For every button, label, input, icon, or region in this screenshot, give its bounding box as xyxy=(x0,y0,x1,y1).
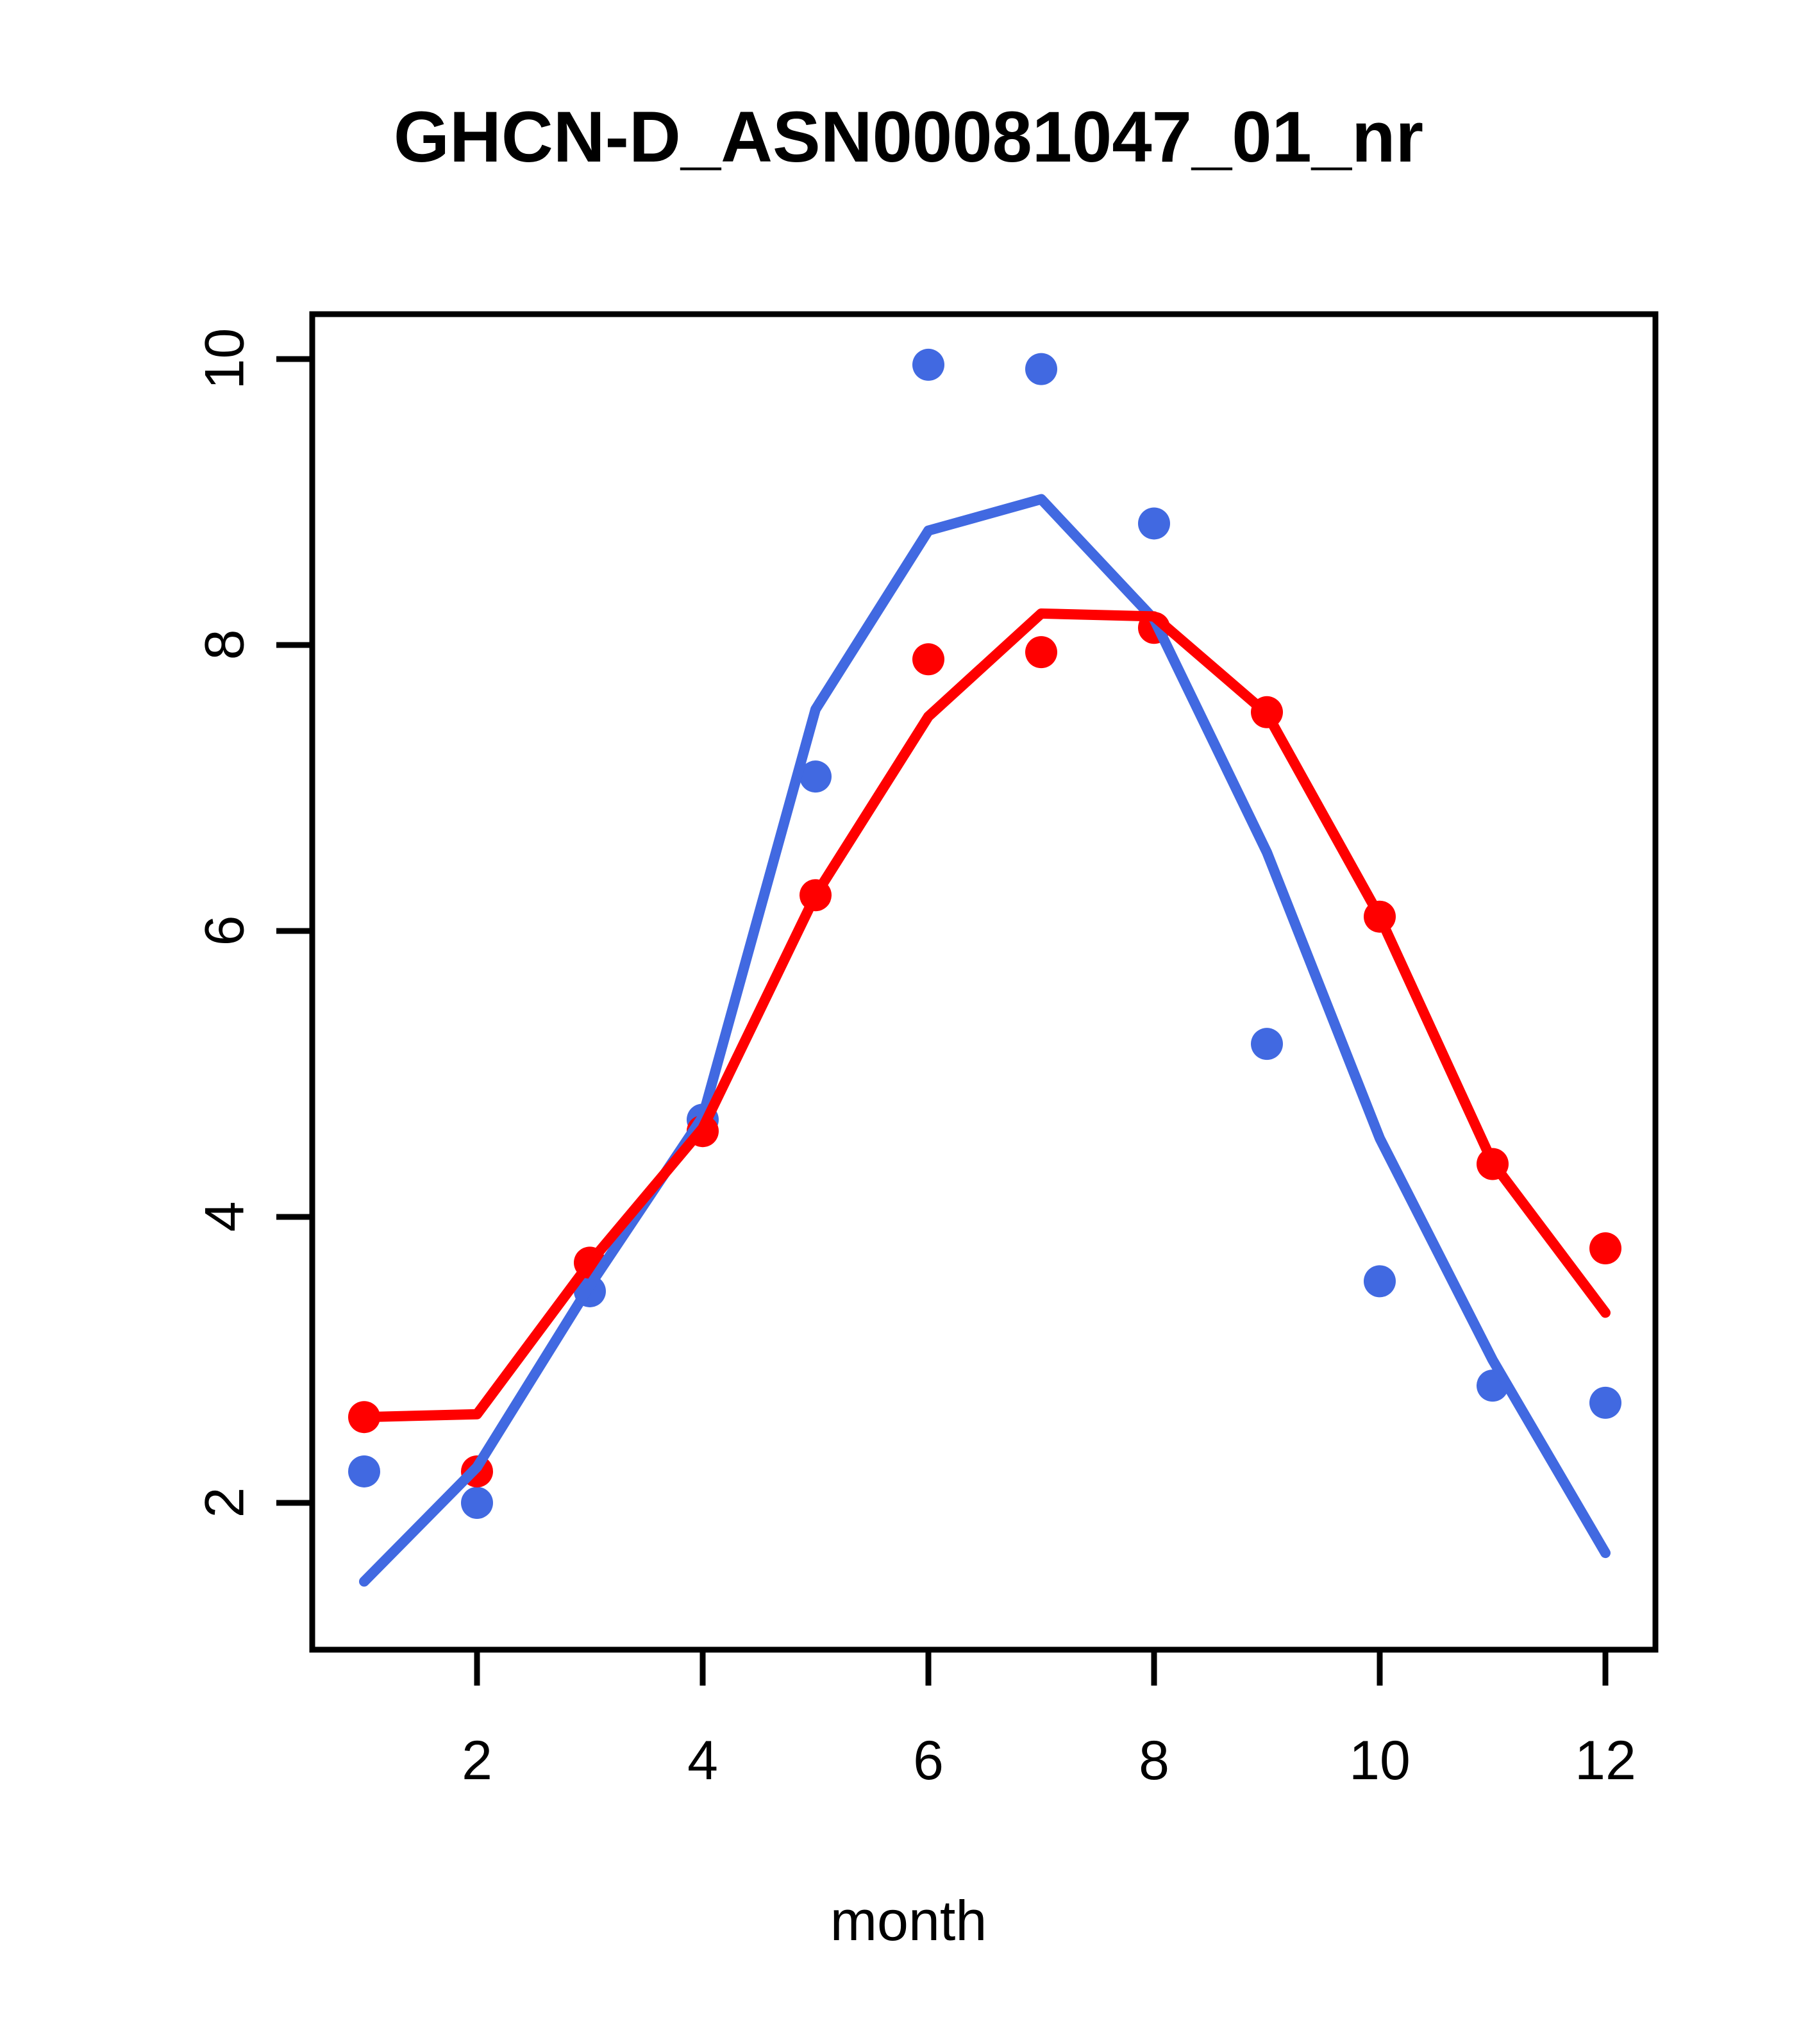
y-tick-label: 6 xyxy=(194,915,256,946)
axis-layer xyxy=(276,311,1659,1686)
x-tick-label: 6 xyxy=(913,1730,944,1791)
data-point xyxy=(1589,1232,1621,1265)
x-axis-label: month xyxy=(830,1889,987,1952)
data-point xyxy=(1025,353,1057,385)
x-tick-label: 4 xyxy=(687,1730,718,1791)
y-tick-label: 10 xyxy=(194,328,256,390)
series-line-FF0000 xyxy=(359,608,1611,1423)
y-tick-label: 2 xyxy=(194,1487,256,1518)
y-tick-label: 4 xyxy=(194,1201,256,1232)
data-point xyxy=(461,1487,493,1519)
data-point xyxy=(1364,1265,1396,1298)
x-tick-label: 12 xyxy=(1575,1730,1636,1791)
data-point xyxy=(348,1455,380,1487)
series-layer xyxy=(348,348,1621,1587)
data-point xyxy=(1251,1028,1283,1060)
data-point xyxy=(1589,1386,1621,1419)
data-point xyxy=(800,760,832,793)
x-tick-label: 10 xyxy=(1349,1730,1411,1791)
data-point xyxy=(912,348,944,381)
x-tick-label: 2 xyxy=(462,1730,492,1791)
data-point xyxy=(912,643,944,676)
y-tick-label: 8 xyxy=(194,629,256,660)
plot-box xyxy=(309,311,1659,1653)
x-tick-label: 8 xyxy=(1139,1730,1169,1791)
series-line-4169E1 xyxy=(359,494,1611,1587)
data-point xyxy=(1138,507,1170,540)
chart-title: GHCN-D_ASN00081047_01_nr xyxy=(393,97,1424,177)
data-point xyxy=(1025,636,1057,669)
